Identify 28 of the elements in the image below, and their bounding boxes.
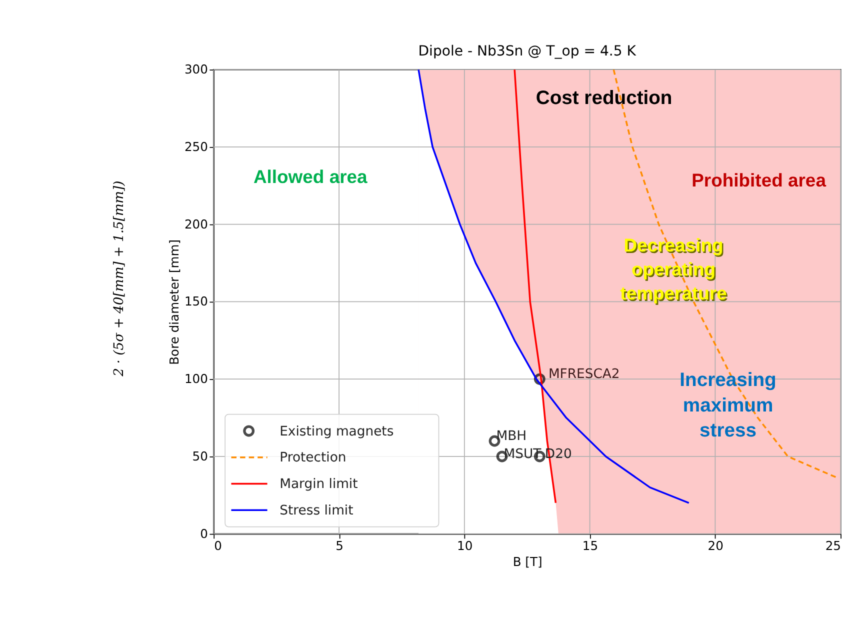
annotation: Decreasing operating temperature [622,236,728,305]
y-tick-label: 0 [200,526,208,541]
legend-label: Existing magnets [280,424,394,440]
y-tick-label: 100 [184,372,208,386]
x-axis-title: B [T] [512,554,542,569]
annotation: Allowed area [253,166,368,188]
x-tick-label: 25 [825,539,842,554]
y-axis-title: Bore diameter [mm] [167,239,182,365]
annotation: MFRESCA2 [548,367,620,382]
legend-label: Stress limit [280,504,354,519]
legend-label: Protection [280,450,346,466]
text: 2 · (5σ + 40[mm] + 1.5[mm]) [112,180,128,378]
y-tick-label: 150 [184,294,208,309]
legend-label: Margin limit [280,477,358,492]
y-tick-label: 250 [184,140,208,154]
annotation: MBH [496,429,527,444]
x-tick-label: 0 [214,539,222,554]
x-tick-label: 10 [457,539,473,554]
y-tick-label: 50 [192,449,208,464]
y-tick-label: 300 [184,62,208,77]
annotation: Increasing maximum stress [680,369,776,442]
x-tick-label: 15 [582,539,598,554]
x-tick-label: 20 [708,539,724,554]
annotation: Cost reduction [536,86,672,109]
x-tick-label: 5 [336,539,344,554]
y-tick-label: 200 [184,217,208,232]
chart-title: Dipole - Nb3Sn @ T_op = 4.5 K [418,44,637,60]
annotation: Prohibited area [692,170,827,191]
